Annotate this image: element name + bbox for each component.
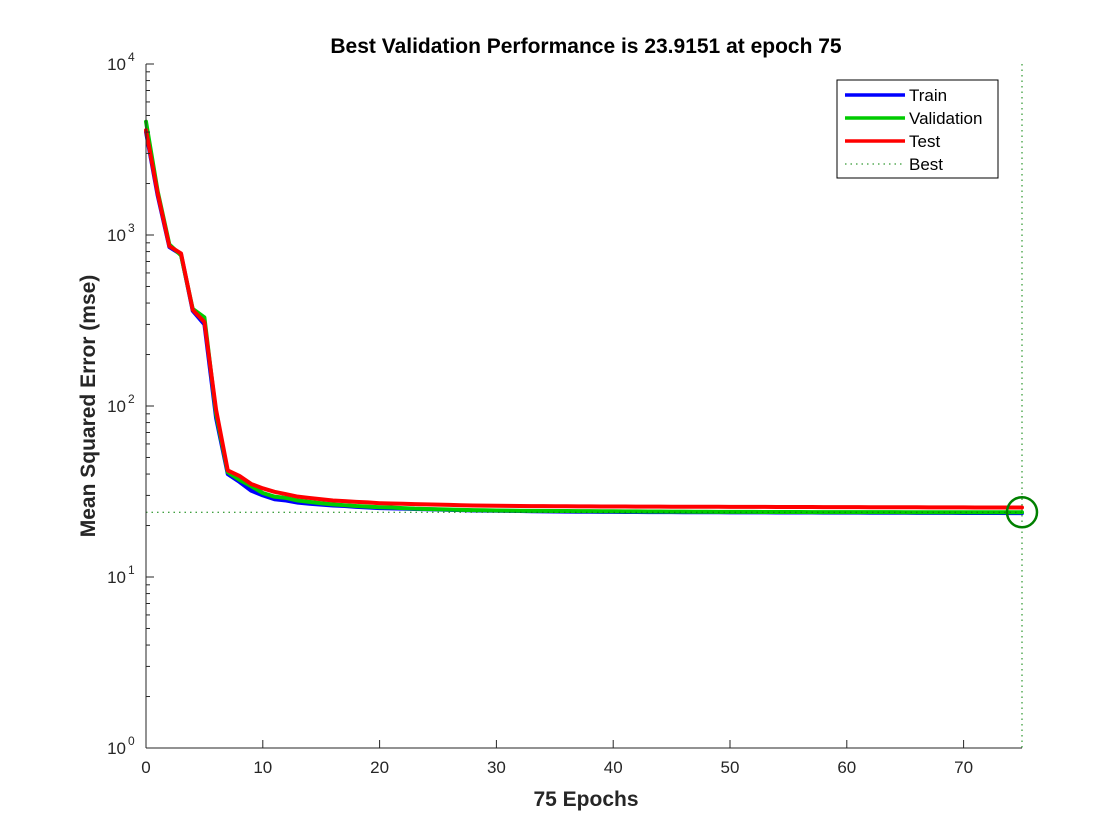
x-tick-label: 70 xyxy=(954,758,973,777)
x-tick-label: 10 xyxy=(253,758,272,777)
y-tick-label: 10 xyxy=(107,226,126,245)
y-tick-label: 10 xyxy=(107,568,126,587)
legend: Train Validation Test Best xyxy=(836,79,999,179)
legend-best-label: Best xyxy=(909,155,943,174)
x-tick-label: 40 xyxy=(604,758,623,777)
series-line-test xyxy=(144,128,1024,510)
x-tick-label: 50 xyxy=(721,758,740,777)
x-tick-label: 0 xyxy=(141,758,150,777)
x-axis-title: 75 Epochs xyxy=(533,788,638,811)
y-tick-label: 10 xyxy=(107,739,126,758)
series-layer xyxy=(144,119,1024,516)
legend-test-label: Test xyxy=(909,132,940,151)
x-tick-label: 60 xyxy=(837,758,856,777)
x-tick-label: 30 xyxy=(487,758,506,777)
best-layer xyxy=(146,64,1039,748)
y-tick-exponent: 2 xyxy=(128,392,135,406)
x-tick-label: 20 xyxy=(370,758,389,777)
legend-train-label: Train xyxy=(909,86,947,105)
y-axis-title: Mean Squared Error (mse) xyxy=(77,275,100,538)
y-tick-exponent: 0 xyxy=(128,734,135,748)
series-line-validation xyxy=(144,119,1024,515)
y-tick-exponent: 4 xyxy=(128,50,135,64)
y-tick-label: 10 xyxy=(107,55,126,74)
best-marker-circle xyxy=(1005,495,1039,529)
y-tick-exponent: 3 xyxy=(128,221,135,235)
y-tick-exponent: 1 xyxy=(128,563,135,577)
legend-validation-label: Validation xyxy=(909,109,982,128)
y-tick-label: 10 xyxy=(107,397,126,416)
chart-title: Best Validation Performance is 23.9151 a… xyxy=(330,35,842,58)
